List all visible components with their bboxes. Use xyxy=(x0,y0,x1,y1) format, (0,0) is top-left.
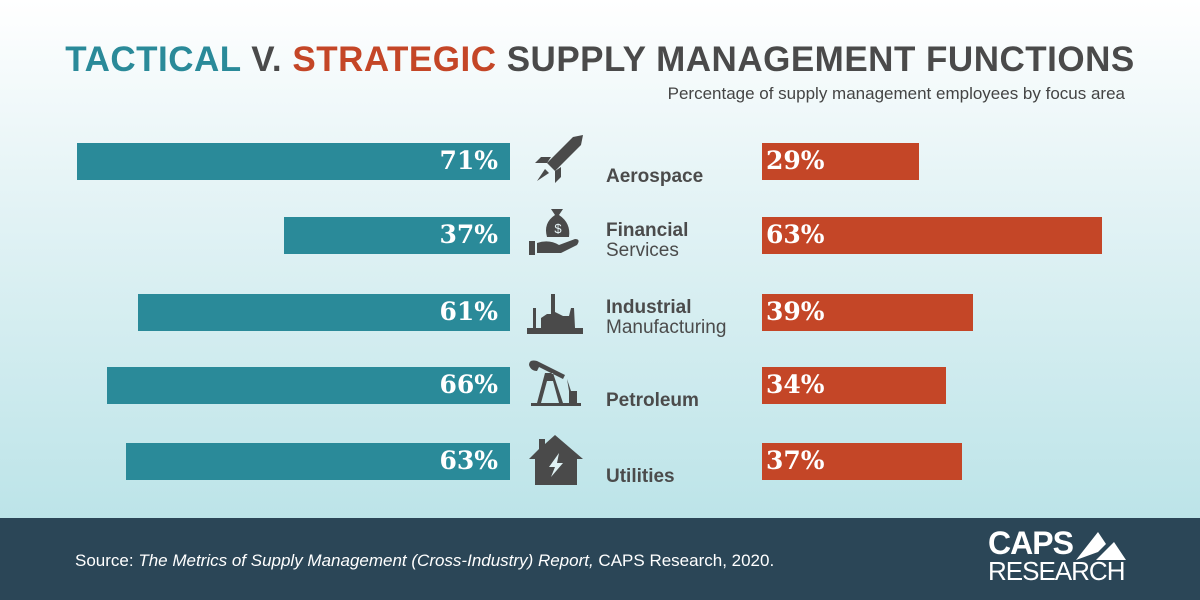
tactical-value-label: 61% xyxy=(439,297,498,326)
chart-title: TACTICAL V. STRATEGIC SUPPLY MANAGEMENT … xyxy=(0,40,1200,80)
category-label-line2: Manufacturing xyxy=(606,317,727,338)
oil-pump-icon xyxy=(529,360,581,406)
tactical-bar: 66% xyxy=(107,367,510,404)
category-label-line1: Petroleum xyxy=(606,390,699,411)
category-label: Petroleum xyxy=(606,391,699,411)
tactical-value-label: 66% xyxy=(439,370,498,399)
chart-row: 66% Petroleum 34% xyxy=(0,360,1200,411)
title-v: V. xyxy=(241,40,293,79)
source-suffix: CAPS Research, 2020. xyxy=(593,551,775,570)
category-label-line1: Industrial xyxy=(606,297,692,318)
category-label-line1: Utilities xyxy=(606,466,675,487)
title-tactical: TACTICAL xyxy=(65,40,242,79)
category-label-line1: Aerospace xyxy=(606,166,704,187)
chart-row: 37% $ Financial Services 63% xyxy=(0,209,1200,261)
category-label: Utilities xyxy=(606,467,675,487)
tactical-value-label: 71% xyxy=(439,146,498,175)
mountain-icon xyxy=(1076,532,1126,560)
strategic-bar: 63% xyxy=(762,217,1103,254)
category-label-line2: Services xyxy=(606,240,679,261)
chart-row: 63% Utilities 37% xyxy=(0,435,1200,487)
category-label: Aerospace xyxy=(606,167,703,187)
chart-row: 61% Industrial Manufacturing 39% xyxy=(0,294,1200,338)
source-text: Source: The Metrics of Supply Management… xyxy=(75,551,774,571)
logo-caps: CAPS xyxy=(988,525,1074,561)
strategic-bar: 34% xyxy=(762,367,946,404)
money-bag-hand-icon: $ xyxy=(529,209,579,255)
category-label: Financial Services xyxy=(606,221,688,261)
source-title: The Metrics of Supply Management (Cross-… xyxy=(138,551,594,570)
category-label-line1: Financial xyxy=(606,220,689,241)
tactical-bar: 37% xyxy=(284,217,510,254)
house-lightning-icon xyxy=(529,435,583,485)
caps-research-logo: CAPS RESEARCH xyxy=(988,525,1126,586)
strategic-value-label: 29% xyxy=(766,146,825,175)
strategic-value-label: 39% xyxy=(766,297,825,326)
tactical-bar: 61% xyxy=(137,294,510,331)
rocket-icon xyxy=(535,135,583,183)
footer: Source: The Metrics of Supply Management… xyxy=(0,518,1200,600)
title-rest: SUPPLY MANAGEMENT FUNCTIONS xyxy=(496,40,1135,79)
strategic-value-label: 63% xyxy=(766,220,825,249)
strategic-bar: 39% xyxy=(762,294,973,331)
tactical-value-label: 37% xyxy=(439,220,498,249)
factory-icon xyxy=(527,294,583,334)
chart-row: 71% Aerospace 29% xyxy=(0,135,1200,187)
source-prefix: Source: xyxy=(75,551,139,570)
logo-research: RESEARCH xyxy=(988,556,1125,586)
tactical-value-label: 63% xyxy=(439,446,498,475)
strategic-value-label: 37% xyxy=(766,446,825,475)
strategic-value-label: 34% xyxy=(766,370,825,399)
strategic-bar: 29% xyxy=(762,143,919,180)
category-label: Industrial Manufacturing xyxy=(606,298,726,338)
strategic-bar: 37% xyxy=(762,443,962,480)
title-strategic: STRATEGIC xyxy=(292,40,497,79)
chart-subtitle: Percentage of supply management employee… xyxy=(667,84,1125,103)
svg-text:$: $ xyxy=(554,221,562,236)
tactical-bar: 63% xyxy=(125,443,510,480)
tactical-bar: 71% xyxy=(76,143,510,180)
